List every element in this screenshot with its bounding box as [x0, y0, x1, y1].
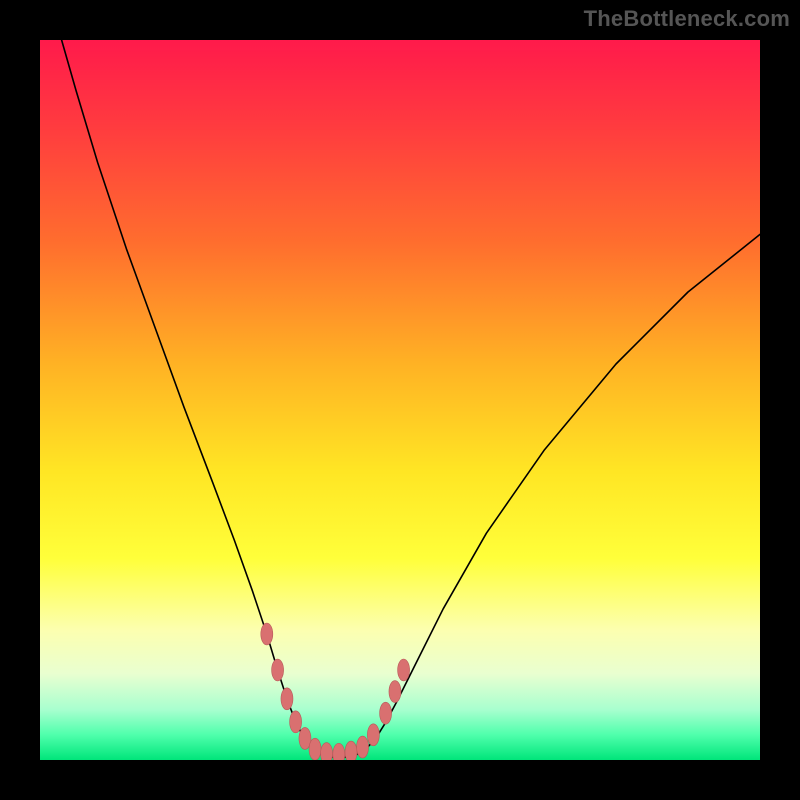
curve-marker: [357, 736, 369, 758]
curve-marker: [309, 738, 321, 760]
curve-marker: [398, 659, 410, 681]
watermark-text: TheBottleneck.com: [584, 6, 790, 32]
curve-marker: [367, 724, 379, 746]
curve-marker: [380, 702, 392, 724]
plot-area: [40, 40, 760, 760]
curve-marker: [290, 711, 302, 733]
plot-background: [40, 40, 760, 760]
curve-marker: [272, 659, 284, 681]
chart-frame: TheBottleneck.com: [0, 0, 800, 800]
bottleneck-curve-chart: [40, 40, 760, 760]
curve-marker: [281, 688, 293, 710]
curve-marker: [261, 623, 273, 645]
curve-marker: [389, 681, 401, 703]
curve-marker: [321, 743, 333, 760]
curve-marker: [345, 741, 357, 760]
